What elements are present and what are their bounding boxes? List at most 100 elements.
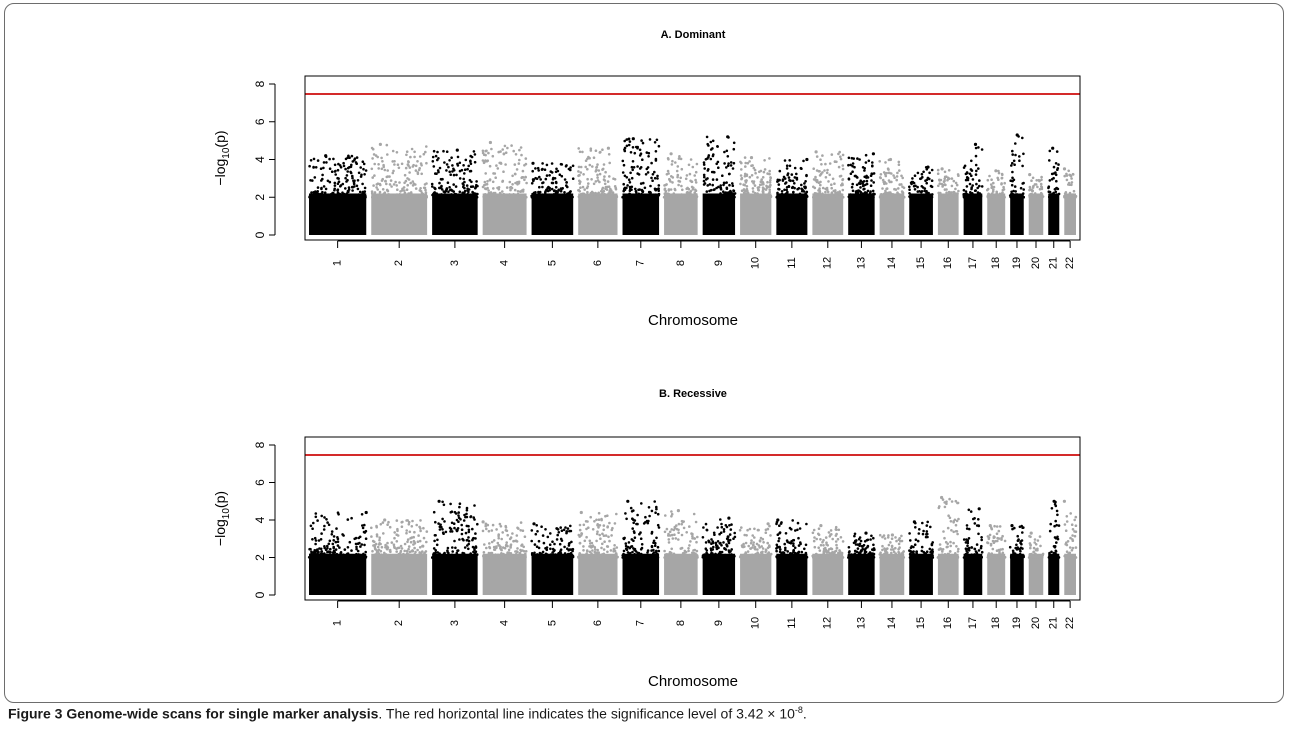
snp-point (337, 194, 341, 198)
snp-point (788, 541, 791, 544)
snp-point (725, 166, 728, 169)
snp-point (692, 549, 695, 552)
snp-point (677, 555, 681, 559)
snp-point (386, 523, 389, 526)
snp-point (677, 183, 680, 187)
dense-point-band (1010, 193, 1024, 235)
snp-point (493, 556, 496, 559)
snp-point (589, 149, 593, 152)
snp-point (578, 523, 582, 527)
snp-point (632, 166, 636, 169)
chromosome-12-points (812, 150, 845, 235)
snp-point (383, 168, 387, 172)
snp-point (313, 549, 317, 552)
snp-point (621, 159, 625, 163)
snp-point (703, 167, 706, 170)
snp-point (325, 161, 328, 164)
snp-point (615, 546, 619, 549)
snp-point (464, 158, 468, 162)
dense-point-band (309, 553, 367, 595)
snp-point (693, 537, 697, 540)
snp-point (409, 181, 413, 185)
snp-point (801, 195, 805, 199)
snp-point (376, 188, 380, 191)
snp-point (740, 526, 743, 529)
snp-point (434, 154, 438, 158)
snp-point (687, 163, 691, 167)
snp-point (417, 556, 421, 559)
snp-point (601, 188, 604, 191)
snp-point (471, 545, 475, 549)
snp-point (687, 549, 690, 553)
snp-point (548, 193, 552, 197)
snp-point (793, 182, 796, 185)
snp-point (885, 187, 889, 190)
snp-point (514, 153, 518, 156)
snp-point (476, 522, 479, 526)
snp-point (705, 549, 709, 552)
snp-point (924, 194, 928, 198)
snp-point (1038, 187, 1042, 191)
snp-point (570, 556, 573, 559)
snp-point (316, 159, 320, 162)
snp-point (653, 187, 657, 191)
snp-point (614, 552, 618, 555)
snp-point (611, 191, 615, 194)
snp-point (693, 193, 697, 197)
snp-point (397, 546, 401, 550)
snp-point (422, 536, 426, 540)
snp-point (657, 184, 661, 187)
snp-point (323, 552, 326, 555)
snp-point (665, 527, 669, 531)
snp-point (792, 538, 796, 542)
snp-point (612, 177, 615, 180)
snp-point (836, 537, 840, 541)
snp-point (709, 157, 713, 161)
dense-point-band (879, 193, 905, 235)
snp-point (758, 546, 761, 549)
snp-point (751, 180, 754, 183)
snp-point (686, 190, 689, 194)
snp-point (537, 539, 541, 543)
snp-point (1073, 195, 1077, 199)
snp-point (359, 175, 363, 178)
snp-point (364, 195, 367, 199)
peak-snp-point (994, 169, 998, 173)
snp-point (374, 154, 378, 157)
snp-point (524, 175, 527, 179)
snp-point (524, 550, 528, 553)
snp-point (911, 180, 915, 184)
snp-point (682, 195, 686, 199)
snp-point (664, 514, 667, 517)
snp-point (538, 190, 542, 194)
snp-point (824, 162, 827, 166)
snp-point (707, 168, 710, 171)
snp-point (556, 528, 560, 531)
snp-point (586, 157, 589, 161)
snp-point (322, 528, 326, 531)
snp-point (519, 529, 522, 532)
snp-point (783, 159, 787, 162)
snp-point (720, 556, 724, 559)
snp-point (1011, 170, 1014, 174)
snp-point (610, 528, 614, 532)
x-tick-label: 6 (592, 260, 604, 266)
snp-point (817, 527, 821, 530)
snp-point (622, 556, 626, 559)
snp-point (462, 538, 465, 542)
snp-point (871, 548, 874, 551)
snp-point (817, 533, 821, 537)
snp-point (639, 182, 643, 185)
snp-point (334, 553, 337, 557)
snp-point (441, 517, 444, 521)
snp-point (390, 541, 394, 544)
snp-point (497, 536, 501, 540)
snp-point (648, 514, 651, 518)
snp-point (486, 195, 490, 199)
snp-point (424, 556, 427, 559)
peak-snp-point (676, 509, 681, 513)
snp-point (716, 160, 720, 164)
snp-point (458, 177, 462, 180)
snp-point (549, 547, 552, 551)
snp-point (388, 183, 392, 186)
